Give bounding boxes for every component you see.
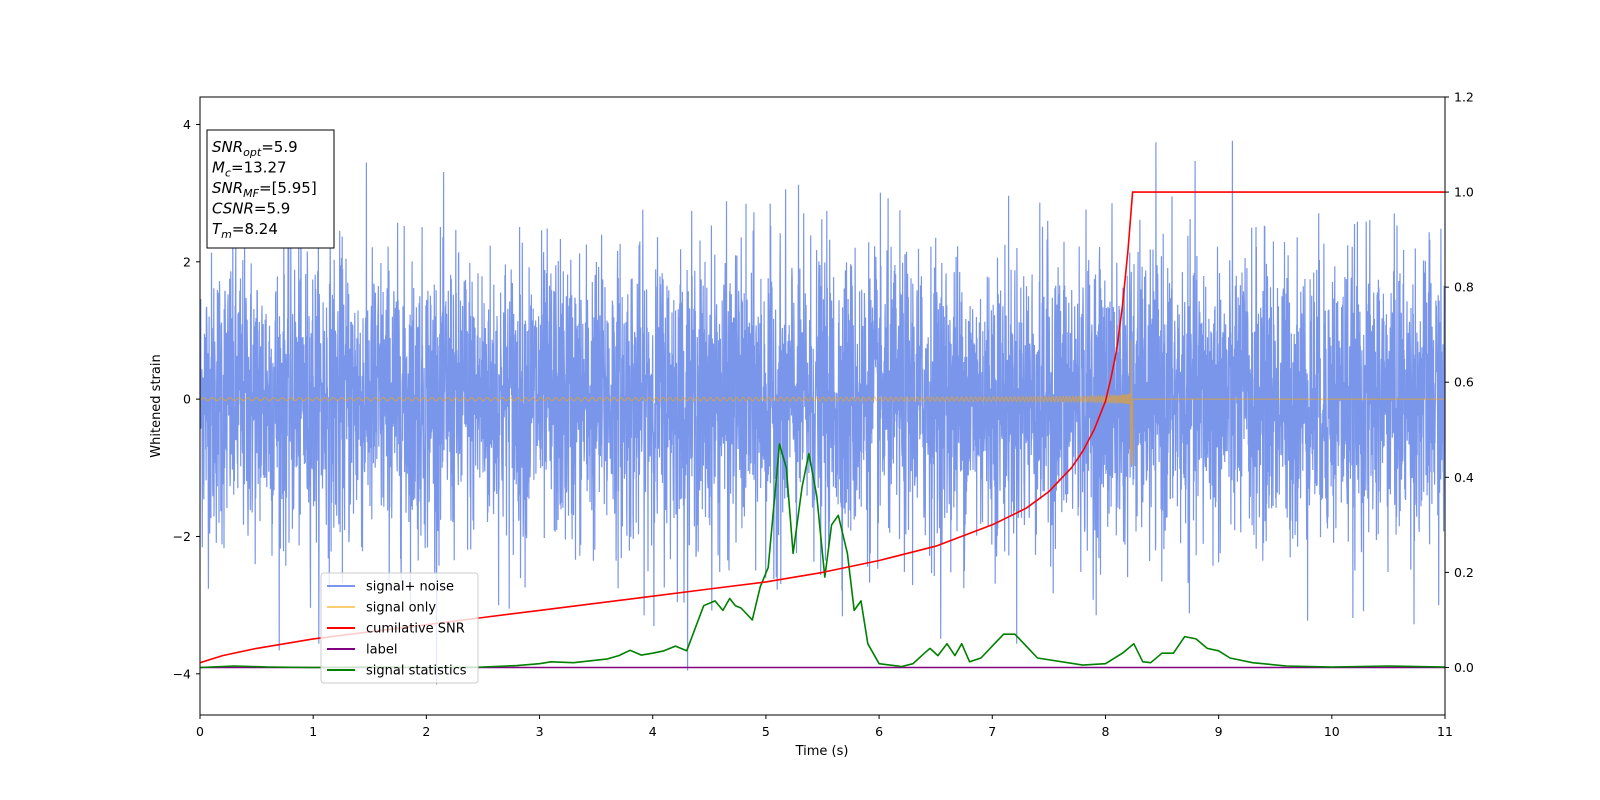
left-y-tick-label: 2 — [183, 254, 191, 269]
legend-frame — [320, 572, 479, 684]
left-y-tick-label: −2 — [173, 529, 191, 544]
info-box-line: SNRMF=[5.95] — [212, 179, 317, 200]
right-y-tick-label: 1.0 — [1454, 185, 1474, 200]
x-axis-label: Time (s) — [795, 744, 849, 759]
legend-entry-label: cumilative SNR — [366, 622, 465, 637]
x-tick-label: 1 — [309, 724, 317, 739]
x-tick-label: 7 — [988, 724, 996, 739]
right-y-tick-label: 0.8 — [1454, 280, 1474, 295]
series-signal-statistics-line — [200, 443, 1445, 669]
right-y-tick-label: 0.4 — [1454, 470, 1474, 485]
right-y-tick-label: 0.6 — [1454, 375, 1474, 390]
right-y-axis-ticks: 0.0 0.2 0.4 0.6 0.8 1.0 1.2 — [1445, 90, 1474, 675]
info-box-line: Mc=13.27 — [212, 159, 287, 180]
left-y-tick-label: 0 — [183, 392, 191, 407]
plot-frame — [199, 96, 1446, 716]
info-box-line: SNRopt=5.9 — [212, 138, 298, 159]
info-box-line: CSNR=5.9 — [212, 200, 290, 218]
legend: signal+ noise signal only cumilative SNR la… — [320, 572, 479, 684]
right-y-tick-label: 1.2 — [1454, 90, 1474, 105]
series-signal-noise-line — [200, 140, 1445, 685]
x-tick-label: 3 — [536, 724, 544, 739]
x-tick-label: 8 — [1101, 724, 1109, 739]
x-tick-label: 2 — [422, 724, 430, 739]
x-tick-label: 6 — [875, 724, 883, 739]
x-axis-ticks: 0 1 2 3 4 5 6 7 8 9 10 11 — [196, 715, 1453, 739]
left-y-axis-label: Whitened strain — [149, 354, 164, 457]
info-box-line: Tm=8.24 — [212, 220, 278, 241]
legend-entry-label: signal only — [366, 601, 436, 616]
right-y-tick-label: 0.0 — [1454, 660, 1474, 675]
left-y-axis-ticks: −4 −2 0 2 4 — [173, 117, 200, 681]
x-tick-label: 11 — [1437, 724, 1453, 739]
series-signal-only-line — [200, 340, 1445, 465]
x-tick-label: 0 — [196, 724, 204, 739]
info-box-frame — [206, 129, 335, 249]
left-y-tick-label: −4 — [173, 666, 191, 681]
legend-entry-label: label — [366, 643, 397, 658]
legend-entry-label: signal statistics — [366, 664, 467, 679]
right-y-tick-label: 0.2 — [1454, 565, 1474, 580]
x-tick-label: 5 — [762, 724, 770, 739]
x-tick-label: 9 — [1215, 724, 1223, 739]
x-tick-label: 10 — [1324, 724, 1340, 739]
legend-entry-label: signal+ noise — [366, 580, 454, 595]
left-y-tick-label: 4 — [183, 117, 191, 132]
x-tick-label: 4 — [649, 724, 657, 739]
